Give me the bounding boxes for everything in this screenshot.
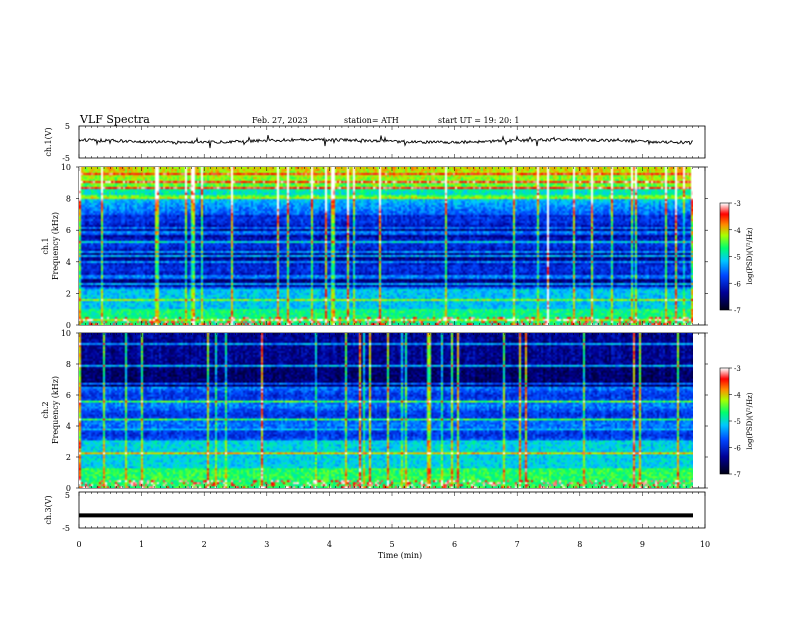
- ch1-spectrogram-image: [79, 167, 693, 325]
- ch1-spectrogram-ylabel: Frequency (kHz): [51, 212, 60, 280]
- ch2-colorbar-label: log(PSD)(V²/Hz): [746, 392, 754, 449]
- spec-yticklabel-2-0: 10: [61, 329, 71, 338]
- colorbar-ticklabel-1-1: -4: [734, 227, 741, 235]
- ch1-spectrogram-ylabel-top: ch.1: [41, 237, 50, 254]
- time-ticklabel-6: 6: [452, 540, 457, 549]
- time-ticklabel-4: 4: [327, 540, 332, 549]
- time-ticklabel-2: 2: [202, 540, 207, 549]
- ch3-ytick-top: 5: [65, 491, 70, 500]
- spec-yticklabel-1-0: 10: [61, 163, 71, 172]
- figure-title: VLF Spectra: [79, 113, 150, 126]
- date-label: Feb. 27, 2023: [252, 116, 308, 125]
- spec-yticklabel-1-1: 8: [66, 195, 71, 204]
- colorbar-ticklabel-1-0: -3: [734, 200, 741, 208]
- start-time-label: start UT = 19: 20: 1: [438, 116, 519, 125]
- ch1-waveform-frame: [78, 125, 706, 159]
- spec-yticklabel-1-4: 2: [66, 289, 71, 298]
- time-ticklabel-9: 9: [640, 540, 645, 549]
- ch2-spectrogram-ylabel: Frequency (kHz): [51, 376, 60, 444]
- spec-yticklabel-2-4: 2: [66, 453, 71, 462]
- spec-yticklabel-2-3: 4: [66, 422, 71, 431]
- time-axis: 0 1 2 3 4 5 6 7 8 9 10: [76, 126, 710, 549]
- station-label: station= ATH: [344, 116, 399, 125]
- ch1-colorbar-gradient: [720, 203, 729, 310]
- ch1-ytick-bottom: -5: [62, 154, 70, 163]
- ch2-colorbar: -3 -4 -5 -6 -7 log(PSD)(V²/Hz): [719, 365, 754, 479]
- ch1-waveform-panel: 5 -5 ch.1(V): [44, 122, 706, 163]
- colorbar-ticklabel-2-3: -6: [734, 445, 741, 453]
- colorbar-ticklabel-2-1: -4: [734, 392, 741, 400]
- ch2-spectrogram-panel: 10 8 6 4 2 0 ch.2 Frequency (kHz): [41, 329, 708, 493]
- ch1-colorbar-label: log(PSD)(V²/Hz): [746, 227, 754, 284]
- colorbar-ticklabel-1-3: -6: [734, 280, 741, 288]
- ch2-colorbar-gradient: [720, 368, 729, 474]
- time-ticklabel-5: 5: [389, 540, 394, 549]
- colorbar-ticklabel-2-4: -7: [734, 471, 741, 479]
- time-ticklabel-3: 3: [264, 540, 269, 549]
- ch1-spectrogram-panel: 10 8 6 4 2 0 ch.1 Frequency (kHz): [41, 163, 708, 330]
- ch2-spectrogram-ylabel-top: ch.2: [41, 401, 50, 418]
- time-ticklabel-10: 10: [700, 540, 710, 549]
- spec-yticklabel-2-5: 0: [66, 484, 71, 493]
- ch3-waveform-panel: 5 -5 ch.3(V): [44, 491, 706, 533]
- ch2-spectrogram-image: [79, 333, 693, 488]
- ch3-waveform-ylabel: ch.3(V): [44, 495, 53, 524]
- time-axis-label: Time (min): [378, 551, 422, 560]
- ch3-ytick-bottom: -5: [62, 524, 70, 533]
- spec-yticklabel-1-5: 0: [66, 321, 71, 330]
- ch1-waveform-line: [78, 134, 693, 149]
- spec-yticklabel-1-2: 6: [66, 226, 71, 235]
- time-ticklabel-7: 7: [515, 540, 520, 549]
- colorbar-ticklabel-2-2: -5: [734, 418, 741, 426]
- colorbar-ticklabel-1-4: -7: [734, 307, 741, 315]
- time-ticklabel-0: 0: [76, 540, 81, 549]
- time-ticklabel-1: 1: [139, 540, 144, 549]
- colorbar-ticklabel-2-0: -3: [734, 365, 741, 373]
- spec-yticklabel-2-1: 8: [66, 360, 71, 369]
- spec-yticklabel-2-2: 6: [66, 391, 71, 400]
- colorbar-ticklabel-1-2: -5: [734, 254, 741, 262]
- ch1-waveform-ylabel: ch.1(V): [44, 127, 53, 156]
- time-ticklabel-8: 8: [577, 540, 582, 549]
- ch1-colorbar: -3 -4 -5 -6 -7 log(PSD)(V²/Hz): [719, 200, 754, 315]
- ch3-waveform-frame: [78, 491, 706, 529]
- spec-yticklabel-1-3: 4: [66, 258, 71, 267]
- ch1-ytick-top: 5: [65, 122, 70, 131]
